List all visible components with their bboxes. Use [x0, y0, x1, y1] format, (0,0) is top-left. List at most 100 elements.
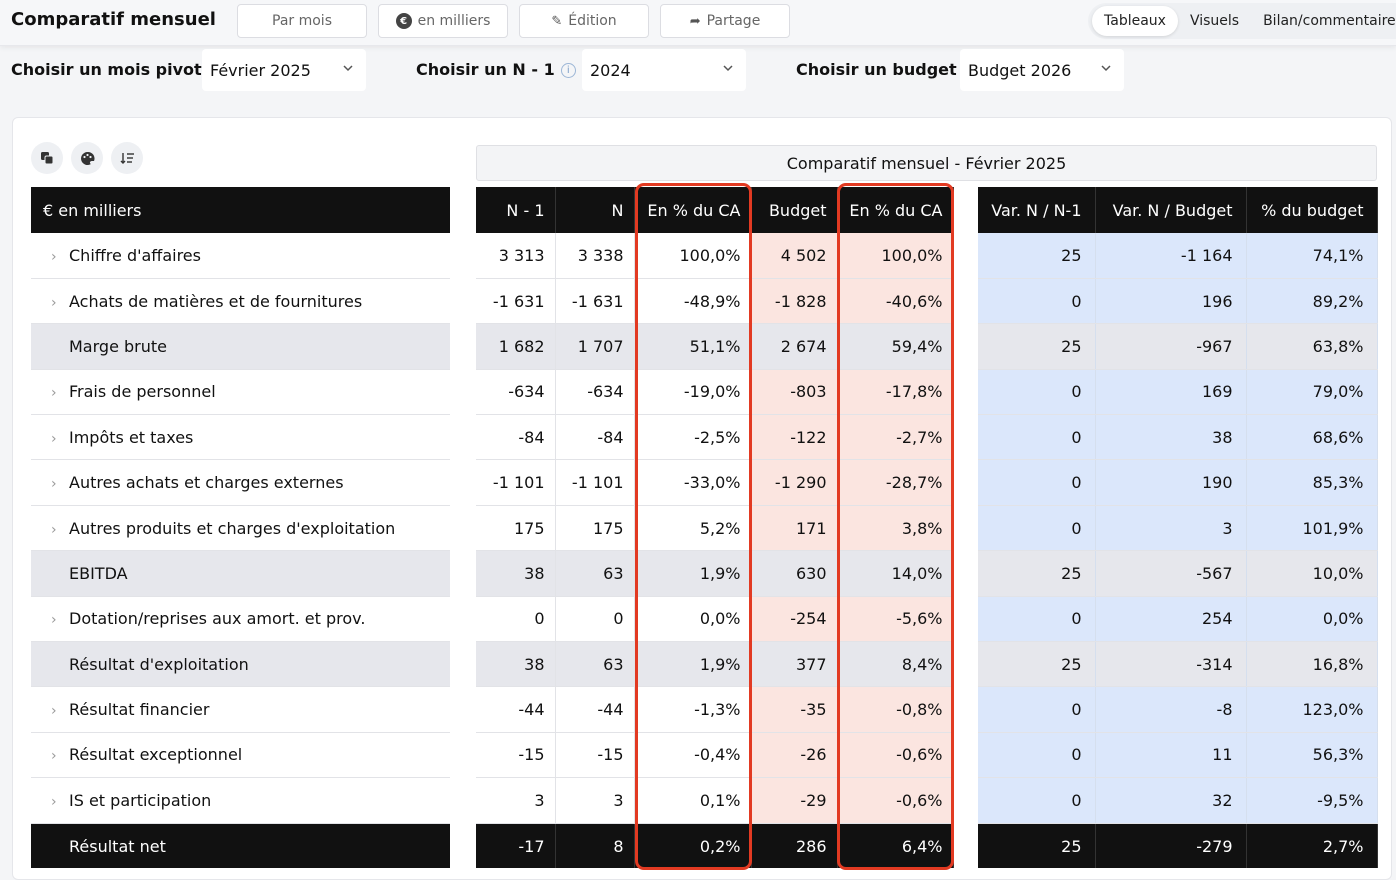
cell-pct-ca-n: 0,0% [634, 596, 752, 643]
cell-pct-ca-budget: -17,8% [837, 369, 954, 416]
cell-pct-du-budget: 74,1% [1246, 233, 1378, 279]
chevron-right-icon[interactable]: › [51, 248, 57, 265]
chevron-right-icon[interactable]: › [51, 612, 57, 629]
table-row: -84 -84 -2,5% -122 -2,7% [476, 414, 954, 461]
cell-pct-du-budget: 89,2% [1246, 278, 1378, 325]
cell-pct-ca-budget: 8,4% [837, 641, 954, 688]
cell-var-n-budget: 11 [1095, 732, 1247, 779]
table-row[interactable]: › Chiffre d'affaires [31, 233, 450, 279]
cell-n: -1 631 [555, 278, 635, 325]
row-label-cell: › Autres produits et charges d'exploitati… [31, 505, 450, 552]
info-icon[interactable]: i [560, 63, 576, 78]
cell-n: 63 [555, 550, 635, 597]
table-row[interactable]: › Dotation/reprises aux amort. et prov. [31, 596, 450, 643]
cell-pct-ca-n: 100,0% [634, 233, 752, 279]
row-label-cell: Résultat net [31, 823, 450, 869]
cell-budget: -1 828 [751, 278, 838, 325]
par-mois-button[interactable]: Par mois [237, 4, 367, 38]
tab-bilan-commentaires[interactable]: Bilan/commentaires [1263, 13, 1396, 29]
chevron-right-icon[interactable]: › [51, 430, 57, 447]
chevron-right-icon[interactable]: › [51, 476, 57, 493]
cell-budget: -803 [751, 369, 838, 416]
tab-tableaux[interactable]: Tableaux [1092, 6, 1178, 36]
table-row[interactable]: › Autres achats et charges externes [31, 459, 450, 506]
mois-pivot-label: Choisir un mois pivot [11, 60, 202, 79]
chevron-right-icon[interactable]: › [51, 748, 57, 765]
table-row[interactable]: › Résultat financier [31, 686, 450, 733]
table-row[interactable]: › Résultat exceptionnel [31, 732, 450, 779]
n-moins-un-select[interactable]: 2024 [582, 49, 746, 91]
cell-pct-ca-budget: -28,7% [837, 459, 954, 506]
cell-n: 3 338 [555, 233, 635, 279]
cell-var-n-n-1: 0 [978, 596, 1096, 643]
cell-var-n-budget: -314 [1095, 641, 1247, 688]
cell-var-n-budget: 190 [1095, 459, 1247, 506]
palette-icon[interactable] [71, 142, 103, 174]
table-row: 0 32 -9,5% [978, 777, 1378, 824]
row-label-cell: › Autres achats et charges externes [31, 459, 450, 506]
cell-pct-du-budget: 0,0% [1246, 596, 1378, 643]
cell-var-n-n-1: 0 [978, 369, 1096, 416]
cell-var-n-n-1: 0 [978, 732, 1096, 779]
cell-var-n-n-1: 25 [978, 233, 1096, 279]
cell-pct-ca-budget: 59,4% [837, 323, 954, 370]
chevron-right-icon[interactable]: › [51, 294, 57, 311]
cell-n: -84 [555, 414, 635, 461]
row-label: Achats de matières et de fournitures [69, 291, 363, 311]
cell-budget: 171 [751, 505, 838, 552]
chevron-right-icon[interactable]: › [51, 793, 57, 810]
cell-budget: 286 [751, 823, 838, 869]
cell-budget: 2 674 [751, 323, 838, 370]
chevron-right-icon[interactable]: › [51, 703, 57, 720]
n-moins-un-label: Choisir un N - 1 [416, 60, 555, 79]
edition-label: Édition [568, 13, 617, 29]
row-label-cell: Résultat d'exploitation [31, 641, 450, 688]
cell-pct-du-budget: 68,6% [1246, 414, 1378, 461]
cell-n-1: -15 [476, 732, 556, 779]
cell-pct-du-budget: 101,9% [1246, 505, 1378, 552]
header-pct-ca-n: En % du CA [634, 187, 752, 233]
edition-button[interactable]: ✎ Édition [519, 4, 649, 38]
cell-var-n-budget: -1 164 [1095, 233, 1247, 279]
cell-pct-ca-budget: -5,6% [837, 596, 954, 643]
cell-n: 0 [555, 596, 635, 643]
row-label-cell: Marge brute [31, 323, 450, 370]
sort-list-icon[interactable] [111, 142, 143, 174]
cell-n-1: -1 631 [476, 278, 556, 325]
chevron-right-icon[interactable]: › [51, 385, 57, 402]
table-row: EBITDA [31, 550, 450, 597]
cell-n: 3 [555, 777, 635, 824]
cell-pct-ca-n: 0,1% [634, 777, 752, 824]
table-row: 0 38 68,6% [978, 414, 1378, 461]
table-row[interactable]: › Impôts et taxes [31, 414, 450, 461]
cell-pct-ca-budget: -2,7% [837, 414, 954, 461]
cell-pct-ca-n: 51,1% [634, 323, 752, 370]
row-label: Autres produits et charges d'exploitatio… [69, 518, 396, 538]
cell-pct-ca-n: -19,0% [634, 369, 752, 416]
en-milliers-button[interactable]: € en milliers [378, 4, 508, 38]
copy-icon[interactable] [31, 142, 63, 174]
chevron-right-icon[interactable]: › [51, 521, 57, 538]
table-row: 25 -314 16,8% [978, 641, 1378, 688]
cell-pct-du-budget: 79,0% [1246, 369, 1378, 416]
table-row: -15 -15 -0,4% -26 -0,6% [476, 732, 954, 779]
header-var-n-n-1: Var. N / N-1 [978, 187, 1096, 233]
table-row[interactable]: › IS et participation [31, 777, 450, 824]
mois-pivot-select[interactable]: Février 2025 [202, 49, 366, 91]
cell-pct-ca-budget: -40,6% [837, 278, 954, 325]
table-row[interactable]: › Frais de personnel [31, 369, 450, 416]
table-row[interactable]: › Achats de matières et de fournitures [31, 278, 450, 325]
en-milliers-label: en milliers [417, 13, 491, 29]
tab-visuels[interactable]: Visuels [1189, 13, 1240, 29]
cell-pct-du-budget: 123,0% [1246, 686, 1378, 733]
cell-budget: -26 [751, 732, 838, 779]
cell-budget: 377 [751, 641, 838, 688]
cell-pct-ca-n: 1,9% [634, 641, 752, 688]
table-row[interactable]: › Autres produits et charges d'exploitati… [31, 505, 450, 552]
partage-button[interactable]: ➦ Partage [660, 4, 790, 38]
cell-n-1: 38 [476, 641, 556, 688]
header-pct-ca-budget: En % du CA [837, 187, 954, 233]
budget-select[interactable]: Budget 2026 [960, 49, 1124, 91]
top-bar: Comparatif mensuel Par mois € en millier… [0, 0, 1396, 46]
budget-label: Choisir un budget [796, 60, 957, 79]
